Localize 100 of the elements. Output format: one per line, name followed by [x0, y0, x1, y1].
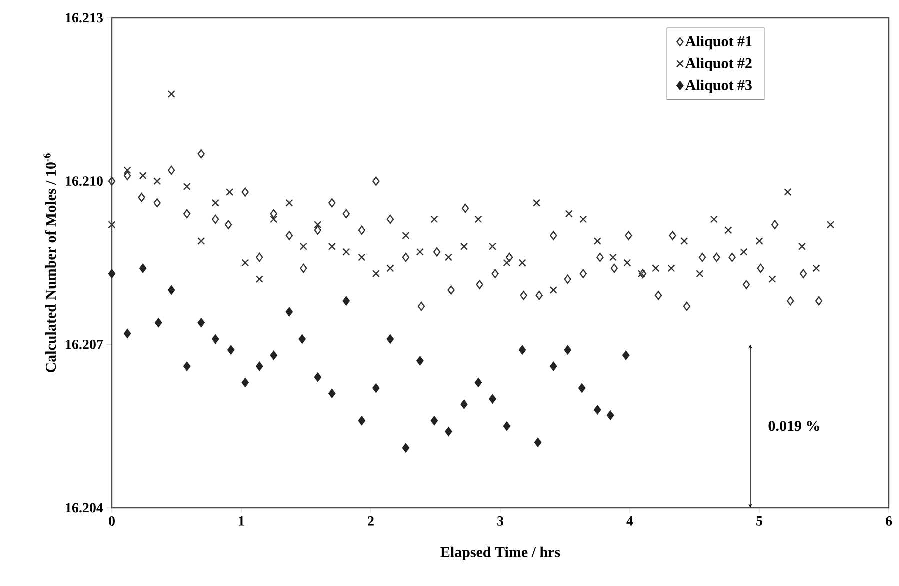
point — [242, 188, 249, 197]
point — [212, 214, 220, 224]
point — [270, 209, 278, 219]
point — [228, 346, 235, 355]
point — [198, 237, 206, 246]
point — [594, 237, 602, 246]
point — [358, 254, 366, 262]
point — [298, 334, 306, 344]
point — [812, 264, 820, 272]
x-tick-label: 6 — [886, 516, 892, 526]
point — [826, 221, 835, 229]
point — [680, 237, 688, 246]
point — [710, 216, 718, 224]
point — [184, 209, 191, 219]
point — [433, 248, 441, 257]
point — [286, 199, 294, 207]
point — [444, 254, 452, 262]
point — [270, 350, 278, 360]
point — [430, 216, 438, 224]
point — [448, 286, 455, 295]
point — [342, 209, 350, 219]
x-tick-label: 3 — [498, 516, 504, 526]
point — [683, 302, 691, 312]
point — [198, 150, 205, 159]
point — [578, 384, 586, 393]
point — [314, 226, 322, 235]
point — [606, 410, 614, 420]
point — [740, 248, 748, 256]
point — [314, 221, 322, 229]
point — [756, 237, 764, 246]
point — [698, 252, 706, 262]
point — [372, 384, 380, 393]
point — [534, 438, 542, 448]
point — [342, 248, 350, 256]
point — [212, 199, 220, 207]
point — [124, 166, 132, 174]
x-tick-label: 5 — [756, 516, 762, 526]
point — [168, 286, 176, 295]
point — [358, 226, 366, 235]
legend-label: Aliquot #2 — [686, 58, 752, 72]
point — [138, 193, 146, 202]
point — [418, 302, 426, 312]
point — [402, 444, 410, 453]
point — [462, 204, 470, 214]
x-tick-label: 1 — [239, 516, 244, 526]
point — [372, 176, 380, 186]
point — [226, 188, 234, 196]
point — [155, 318, 162, 328]
point — [386, 334, 394, 344]
point — [386, 264, 394, 272]
point — [652, 264, 660, 272]
point — [669, 231, 676, 240]
point — [314, 372, 322, 382]
point — [286, 307, 294, 317]
point — [564, 346, 572, 355]
point — [154, 178, 162, 186]
point — [256, 362, 264, 372]
point — [580, 269, 587, 278]
point — [622, 350, 630, 360]
point — [550, 362, 558, 372]
point — [580, 216, 588, 224]
point — [328, 242, 336, 250]
point — [503, 422, 511, 431]
point — [342, 296, 350, 306]
y-tick-label: 16.204 — [66, 503, 104, 513]
point — [242, 378, 249, 388]
x-tick-label: 2 — [368, 516, 374, 526]
legend-label: Aliquot #3 — [686, 80, 752, 94]
point — [386, 214, 394, 224]
point — [198, 318, 205, 328]
point — [609, 254, 617, 262]
point — [242, 259, 250, 267]
y-tick-label: 16.210 — [66, 176, 103, 186]
point — [270, 216, 278, 224]
point — [328, 198, 336, 208]
point — [668, 264, 676, 272]
point — [492, 269, 499, 278]
point — [596, 252, 604, 262]
point — [476, 280, 484, 290]
point — [757, 264, 764, 274]
point — [786, 296, 794, 306]
point — [771, 220, 779, 230]
point — [506, 252, 514, 262]
point — [224, 220, 232, 230]
point — [168, 90, 176, 98]
point — [474, 216, 482, 224]
point — [139, 264, 147, 274]
point — [654, 291, 662, 300]
point — [430, 416, 438, 426]
point — [328, 389, 336, 398]
point — [798, 242, 806, 250]
point — [520, 291, 528, 300]
point — [728, 252, 736, 262]
point — [724, 226, 732, 234]
point — [256, 252, 264, 262]
point — [445, 427, 452, 436]
point — [488, 242, 497, 250]
point — [300, 242, 308, 250]
point — [212, 334, 220, 344]
point — [550, 286, 558, 294]
